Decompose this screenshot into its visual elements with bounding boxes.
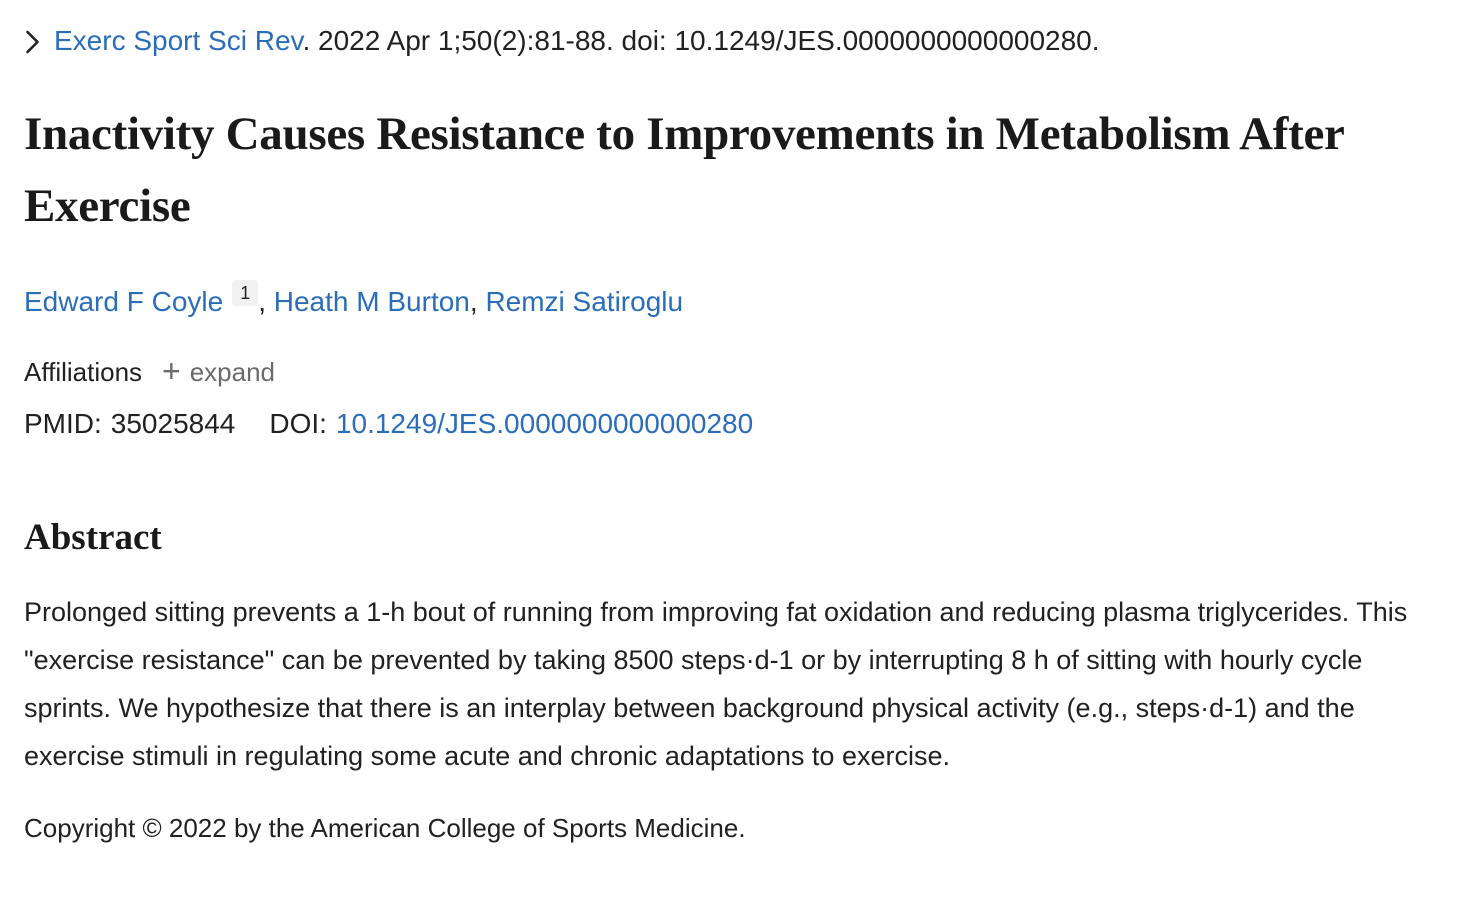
journal-citation-row: Exerc Sport Sci Rev. 2022 Apr 1;50(2):81… [24,24,1410,58]
citation-details: . 2022 Apr 1;50(2):81-88. doi: 10.1249/J… [302,25,1100,56]
author-link-satiroglu[interactable]: Remzi Satiroglu [485,286,684,317]
affiliations-expand-button[interactable]: + expand [162,353,276,389]
affiliations-row: Affiliations + expand [24,354,1410,390]
author-separator: , [469,286,486,317]
abstract-heading: Abstract [24,517,162,558]
doi-link[interactable]: 10.1249/JES.0000000000000280 [335,408,754,439]
expand-label: expand [189,356,276,387]
chevron-right-icon[interactable] [24,27,41,55]
author-separator: , [258,286,274,317]
pmid-value: 35025844 [110,408,236,439]
author-link-coyle[interactable]: Edward F Coyle [24,286,224,317]
identifiers-row: PMID: 35025844 DOI: 10.1249/JES.00000000… [24,406,1410,442]
doi-label: DOI: [269,408,327,439]
citation-text: Exerc Sport Sci Rev. 2022 Apr 1;50(2):81… [54,24,1100,58]
author-link-burton[interactable]: Heath M Burton [273,286,470,317]
plus-icon: + [162,353,181,389]
abstract-paragraph: Prolonged sitting prevents a 1-h bout of… [24,597,1408,771]
affiliation-superscript[interactable]: 1 [232,280,259,306]
affiliations-label: Affiliations [24,357,143,387]
doi-group: DOI: 10.1249/JES.0000000000000280 [269,406,753,442]
journal-link[interactable]: Exerc Sport Sci Rev [54,25,303,56]
authors-list: Edward F Coyle 1, Heath M Burton, Remzi S… [24,280,1410,320]
pmid-group: PMID: 35025844 [24,406,235,442]
pmid-label: PMID: [24,408,102,439]
article-title: Inactivity Causes Resistance to Improvem… [24,108,1344,232]
copyright-notice: Copyright © 2022 by the American College… [24,813,746,843]
